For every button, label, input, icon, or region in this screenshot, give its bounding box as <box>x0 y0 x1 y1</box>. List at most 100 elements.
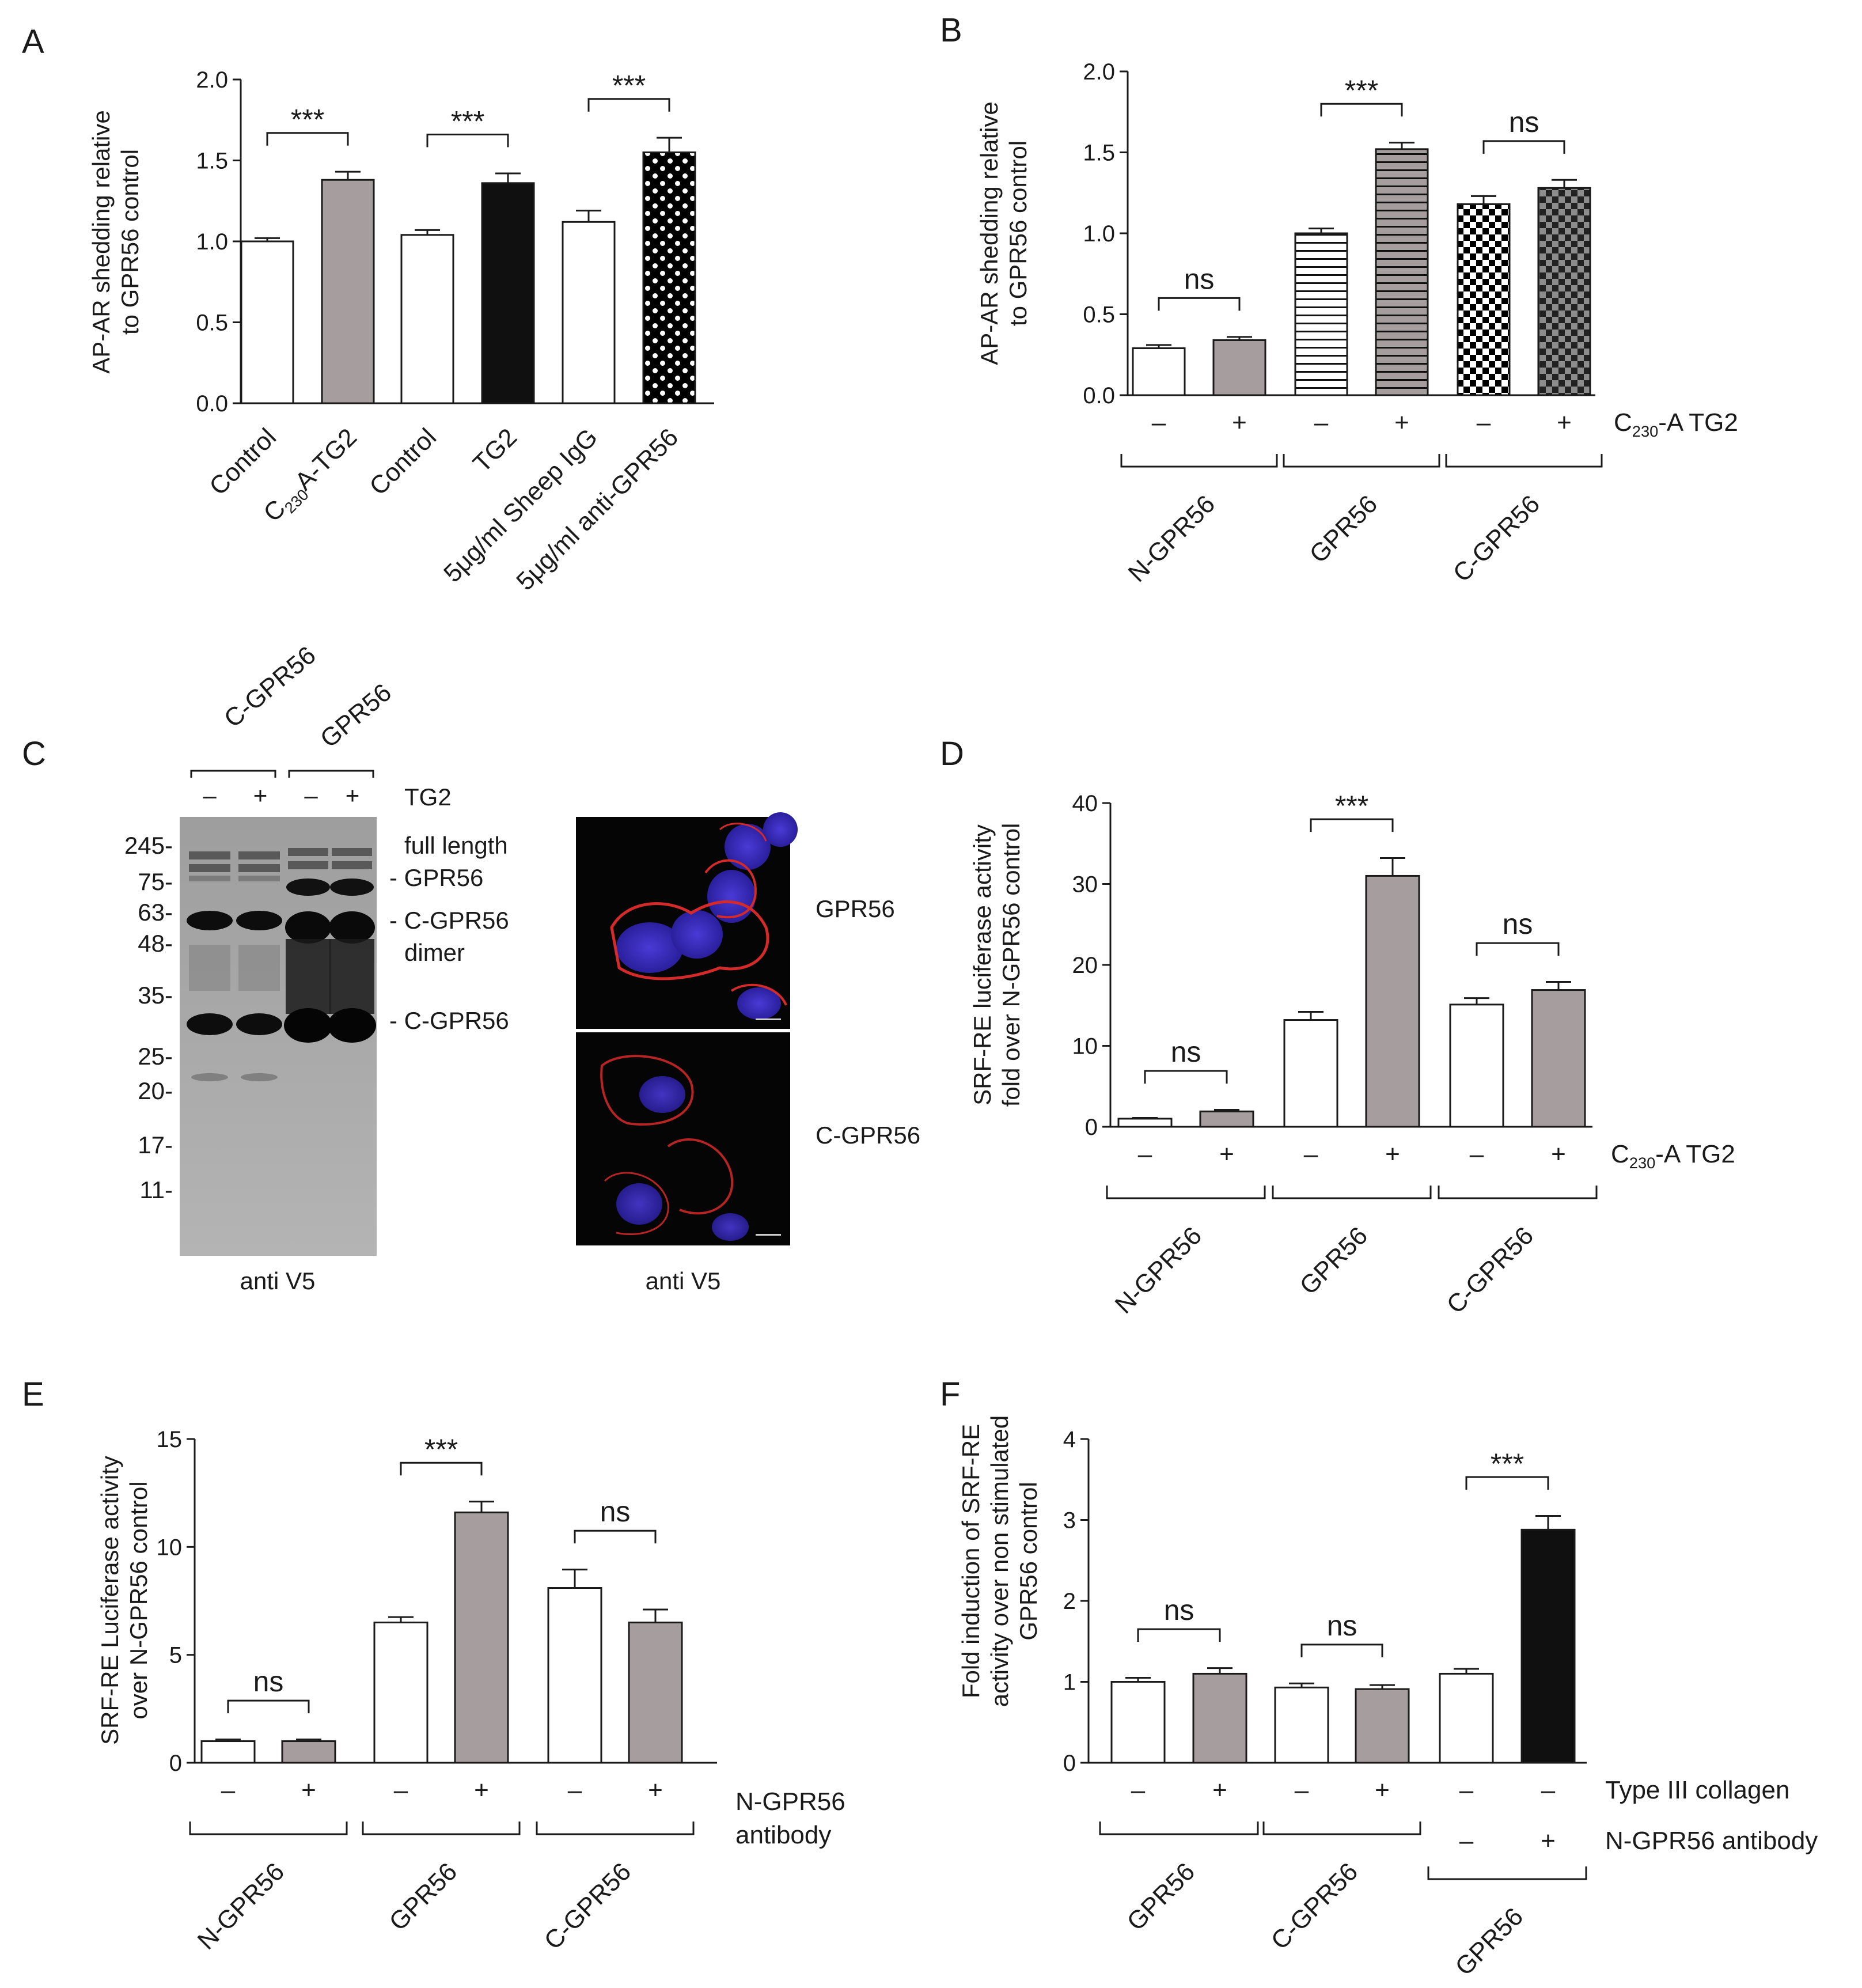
group-label: GPR56 <box>384 1857 462 1936</box>
significance-bracket <box>1144 1070 1228 1084</box>
category-label: 5μg/ml Sheep IgG <box>438 423 603 588</box>
if-caption: anti V5 <box>646 1267 721 1294</box>
marker-17: 17- <box>138 1131 173 1158</box>
lane-sign-2: + <box>253 782 268 809</box>
bar <box>1212 339 1266 396</box>
significance-bracket <box>1300 1644 1383 1657</box>
treatment-label: C230-A TG2 <box>1611 1140 1735 1172</box>
group-bracket <box>1445 454 1603 468</box>
significance-bracket <box>400 1461 483 1476</box>
group-bracket <box>1106 1186 1266 1199</box>
significance-label: *** <box>1345 74 1378 107</box>
treatment2-sign: + <box>1541 1827 1556 1855</box>
y-axis-title-line: AP-AR shedding relative <box>976 101 1003 365</box>
significance-label: ns <box>253 1665 284 1698</box>
bar <box>240 240 294 404</box>
bar <box>1520 1528 1576 1764</box>
treatment-sign: + <box>474 1776 489 1804</box>
bar <box>373 1621 428 1764</box>
lane-sign-3: – <box>304 782 318 809</box>
treatment-sign: + <box>648 1776 663 1804</box>
group-bracket <box>1283 454 1440 468</box>
significance-label: ns <box>1509 106 1539 138</box>
group-bracket <box>1272 1186 1432 1199</box>
chart-panel-a: 0.0 0.5 1.0 1.5 2.0 AP-AR shedding relative to… <box>88 67 714 596</box>
significance-label: *** <box>291 104 324 136</box>
treatment-sign: + <box>1212 1776 1227 1804</box>
bar <box>481 182 535 404</box>
group-bracket <box>1427 1866 1587 1880</box>
treatment-sign: + <box>1219 1140 1234 1168</box>
y-tick-label: 0 <box>1085 1115 1098 1140</box>
group-label: C-GPR56 <box>1442 1221 1539 1319</box>
bar <box>1365 874 1420 1128</box>
significance-bracket <box>1476 942 1560 956</box>
group-bracket <box>1438 1186 1598 1199</box>
y-tick-label: 30 <box>1072 872 1098 898</box>
panel-letter-d: D <box>940 735 964 773</box>
group-label: N-GPR56 <box>1110 1221 1208 1319</box>
treatment-sign: + <box>1232 408 1247 437</box>
lane-sign-1: – <box>203 782 217 809</box>
panel-letter-a: A <box>22 23 44 60</box>
if-label-gpr56: GPR56 <box>816 895 895 922</box>
treatment-sign: + <box>301 1776 316 1804</box>
significance-label: ns <box>1164 1594 1194 1626</box>
significance-label: ns <box>1184 263 1215 295</box>
significance-bracket <box>587 98 670 112</box>
bar <box>1355 1688 1410 1764</box>
treatment-sign: – <box>1295 1776 1309 1804</box>
significance-label: ns <box>600 1495 631 1528</box>
panel-letter-c: C <box>22 735 46 773</box>
y-tick-label: 4 <box>1063 1427 1076 1452</box>
y-axis-title-line: SRF-RE Luciferase activity <box>96 1456 123 1745</box>
band-label-c-gpr56: - C-GPR56 <box>389 1007 509 1034</box>
marker-35: 35- <box>138 982 173 1009</box>
significance-label: *** <box>612 70 646 102</box>
bar <box>1110 1681 1166 1764</box>
category-label: Control <box>204 423 282 501</box>
bar <box>1457 203 1511 396</box>
treatment-sign: – <box>568 1776 582 1804</box>
chart-panel-b: 0.0 0.5 1.0 1.5 2.0 AP-AR shedding relative to… <box>976 59 1738 588</box>
marker-25: 25- <box>138 1043 173 1070</box>
treatment-sign: + <box>1551 1140 1566 1168</box>
panel-c-blot: C-GPR56 GPR56 – + – + TG2 <box>124 641 920 1294</box>
group-label: N-GPR56 <box>1123 490 1221 588</box>
group-label: C-GPR56 <box>1448 490 1546 588</box>
marker-245: 245- <box>124 832 173 859</box>
y-axis-title-line: activity over non stimulated <box>986 1415 1013 1707</box>
band-label-gpr56: - GPR56 <box>389 864 483 891</box>
y-tick-label: 1.5 <box>196 149 228 174</box>
y-tick-label: 0.5 <box>196 310 228 336</box>
bar <box>1294 232 1348 396</box>
bar <box>1192 1672 1247 1764</box>
panel-letter-b: B <box>940 12 962 49</box>
significance-label: *** <box>424 1433 458 1466</box>
marker-75: 75- <box>138 868 173 895</box>
y-axis-title-line: AP-AR shedding relative <box>88 110 115 374</box>
treatment-label: C230-A TG2 <box>1614 408 1738 440</box>
treatment-sign: – <box>1304 1140 1318 1168</box>
group-bracket <box>536 1822 695 1835</box>
y-axis-title-line: Fold induction of SRF-RE <box>957 1424 984 1698</box>
y-tick-label: 2.0 <box>1083 59 1115 85</box>
y-axis-title-line: SRF-RE luciferase activity <box>969 824 996 1105</box>
bar <box>400 234 454 404</box>
lane-group-label-c-gpr56: C-GPR56 <box>219 641 321 733</box>
band-label-c-gpr56-dimer: - C-GPR56 <box>389 907 509 934</box>
treatment-sign: – <box>1138 1140 1152 1168</box>
significance-bracket <box>426 134 509 147</box>
y-tick-label: 1.0 <box>1083 221 1115 247</box>
significance-label: *** <box>1491 1448 1524 1480</box>
bar <box>1375 148 1429 396</box>
treatment2-sign: – <box>1459 1827 1474 1855</box>
significance-label: ns <box>1171 1036 1201 1068</box>
bar <box>642 151 696 404</box>
y-axis-title-line: to GPR56 control <box>1004 141 1032 326</box>
y-tick-label: 15 <box>157 1427 183 1452</box>
significance-bracket <box>266 132 349 146</box>
treatment-sign: – <box>1477 408 1491 437</box>
bar <box>281 1740 336 1764</box>
